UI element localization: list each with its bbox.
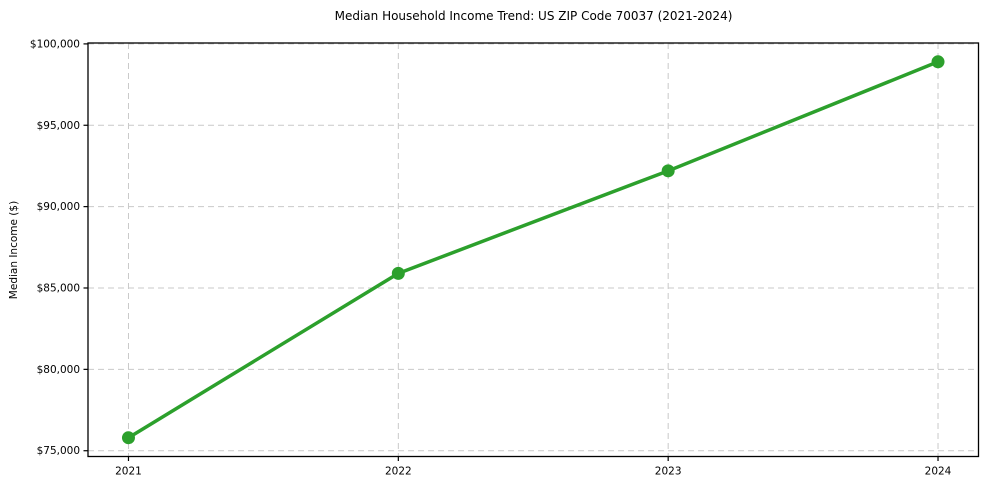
x-tick-label: 2023 bbox=[655, 466, 682, 478]
y-tick-label: $80,000 bbox=[37, 364, 80, 376]
data-point bbox=[121, 431, 135, 445]
data-point bbox=[931, 55, 945, 69]
x-tick-label: 2024 bbox=[925, 466, 952, 478]
y-tick-label: $75,000 bbox=[37, 445, 80, 457]
y-tick-label: $85,000 bbox=[37, 282, 80, 294]
y-tick-label: $90,000 bbox=[37, 201, 80, 213]
data-line bbox=[126, 60, 940, 440]
data-point bbox=[391, 266, 405, 280]
y-tick-label: $100,000 bbox=[30, 38, 80, 50]
axes-spines bbox=[87, 42, 980, 458]
data-point bbox=[661, 164, 675, 178]
y-tick-label: $95,000 bbox=[37, 120, 80, 132]
x-tick-label: 2021 bbox=[115, 466, 142, 478]
x-tick-label: 2022 bbox=[385, 466, 412, 478]
chart-title: Median Household Income Trend: US ZIP Co… bbox=[334, 9, 733, 23]
